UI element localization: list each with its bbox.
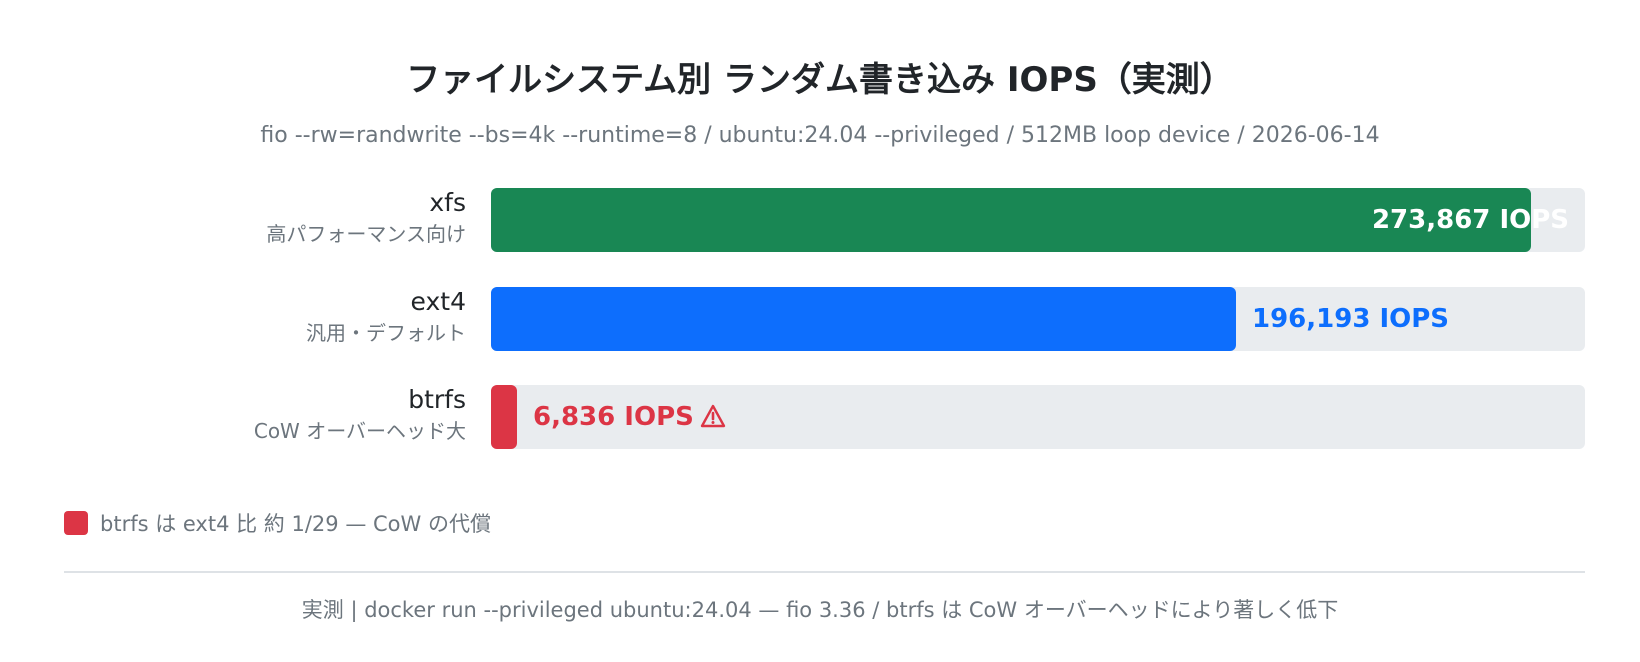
bar-btrfs (491, 385, 517, 449)
chart-title: ファイルシステム別 ランダム書き込み IOPS（実測） (406, 60, 1234, 100)
category-note: CoW オーバーヘッド大 (253, 419, 466, 443)
value-text: 6,836 IOPS (533, 402, 694, 432)
category-name: ext4 (410, 287, 466, 316)
value-label: 6,836 IOPS (533, 385, 726, 449)
category-label: ext4 汎用・デフォルト (306, 285, 466, 347)
bar-xfs (491, 188, 1531, 252)
value-label: 273,867 IOPS (1372, 188, 1569, 252)
bar-row-btrfs: btrfs CoW オーバーヘッド大 6,836 IOPS (0, 385, 1640, 449)
chart-subtitle: fio --rw=randwrite --bs=4k --runtime=8 /… (260, 123, 1380, 148)
category-name: btrfs (408, 385, 466, 414)
category-name: xfs (429, 188, 466, 217)
footer-note: 実測 | docker run --privileged ubuntu:24.0… (301, 598, 1339, 622)
category-label: btrfs CoW オーバーヘッド大 (254, 383, 466, 445)
legend: btrfs は ext4 比 約 1/29 — CoW の代償 (64, 510, 491, 538)
category-note: 汎用・デフォルト (306, 321, 466, 345)
legend-swatch (64, 511, 88, 535)
divider (64, 571, 1585, 573)
bar-row-xfs: xfs 高パフォーマンス向け 273,867 IOPS (0, 188, 1640, 252)
bar-track: 6,836 IOPS (491, 385, 1585, 449)
bar-ext4 (491, 287, 1236, 351)
category-note: 高パフォーマンス向け (266, 222, 466, 246)
value-label: 196,193 IOPS (1252, 287, 1449, 351)
warning-icon (700, 404, 726, 427)
bar-track: 196,193 IOPS (491, 287, 1585, 351)
value-text: 273,867 IOPS (1371, 205, 1569, 235)
bar-row-ext4: ext4 汎用・デフォルト 196,193 IOPS (0, 287, 1640, 351)
category-label: xfs 高パフォーマンス向け (266, 186, 466, 248)
bar-track: 273,867 IOPS (491, 188, 1585, 252)
value-text: 196,193 IOPS (1252, 304, 1450, 334)
legend-label: btrfs は ext4 比 約 1/29 — CoW の代償 (100, 512, 491, 536)
